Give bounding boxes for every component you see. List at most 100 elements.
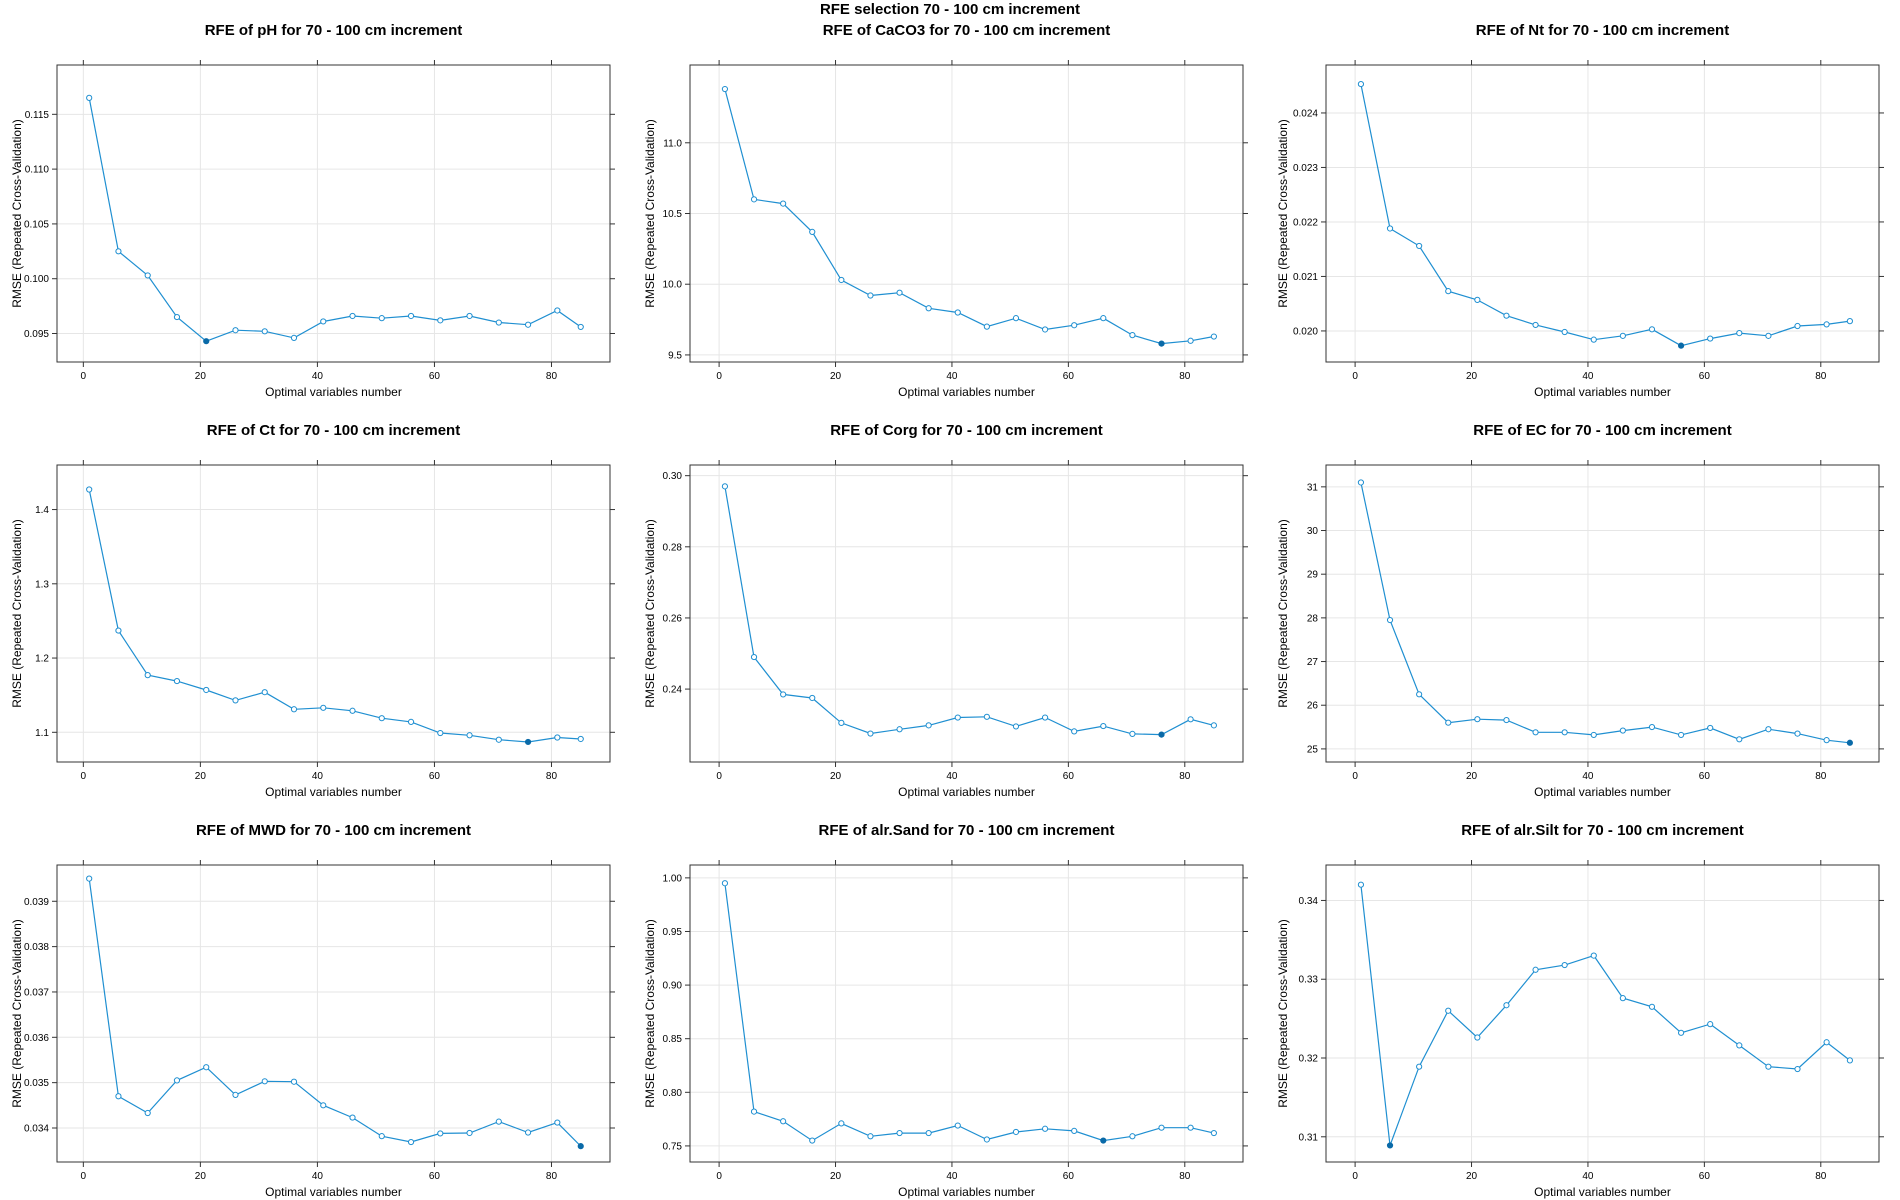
x-axis-label: Optimal variables number (898, 1185, 1035, 1199)
series-line (88, 97, 582, 342)
data-point (750, 196, 758, 203)
data-point (983, 323, 990, 330)
data-point (1794, 730, 1801, 737)
data-point (1445, 1007, 1452, 1014)
data-point (1100, 722, 1107, 730)
data-point (809, 228, 816, 235)
series-line (88, 489, 581, 743)
data-point (378, 715, 385, 722)
chart-svg: RFE of Corg for 70 - 100 cm increment 0 20… (643, 422, 1248, 799)
data-point (1619, 727, 1626, 734)
y-tick-label: 26 (1307, 701, 1319, 712)
y-tick-label: 0.24 (663, 685, 683, 696)
x-tick-label: 80 (1179, 371, 1191, 382)
data-point (320, 318, 327, 325)
data-point (320, 704, 327, 711)
data-point (1416, 691, 1423, 698)
data-point (466, 312, 473, 320)
data-point (1765, 1063, 1772, 1070)
best-point (1158, 731, 1165, 738)
chart-title: RFE of pH for 70 - 100 cm increment (205, 22, 463, 39)
x-tick-label: 20 (830, 771, 842, 782)
data-point (232, 327, 239, 334)
chart-svg: RFE of alr.Sand for 70 - 100 cm incremen… (643, 822, 1248, 1199)
x-tick-label: 0 (1352, 771, 1358, 782)
y-tick-label: 0.30 (663, 471, 683, 482)
data-point (1129, 332, 1136, 339)
main-title: RFE selection 70 - 100 cm increment (819, 1, 1081, 18)
y-tick-label: 0.85 (663, 1034, 683, 1045)
chart-panel-corg: RFE of Corg for 70 - 100 cm increment 0 20… (633, 400, 1266, 800)
data-point (232, 697, 239, 704)
y-tick-label: 31 (1307, 482, 1319, 493)
series-line (724, 486, 1215, 736)
data-point (925, 722, 932, 729)
y-tick-label: 10.0 (663, 280, 683, 291)
x-tick-label: 60 (429, 1171, 441, 1182)
y-tick-label: 0.039 (24, 897, 49, 908)
y-axis-label: RMSE (Repeated Cross-Validation) (1276, 119, 1290, 308)
best-point (1158, 340, 1165, 347)
data-point (1416, 1063, 1423, 1070)
chart-title: RFE of Nt for 70 - 100 cm increment (1476, 22, 1729, 39)
chart-title: RFE of Ct for 70 - 100 cm increment (207, 422, 460, 439)
data-point (1707, 335, 1714, 342)
data-point (867, 292, 874, 299)
data-point (896, 726, 903, 733)
data-point (1210, 722, 1217, 729)
series-line (88, 878, 582, 1147)
y-tick-label: 25 (1307, 744, 1319, 755)
x-axis-label: Optimal variables number (1534, 385, 1671, 399)
data-point (1561, 961, 1568, 969)
x-tick-label: 40 (1582, 371, 1594, 382)
data-point (1357, 479, 1365, 486)
data-point (780, 691, 787, 698)
y-tick-label: 0.038 (24, 942, 49, 953)
chart-svg: RFE of EC for 70 - 100 cm increment 0 20 40… (1276, 422, 1884, 799)
data-point (290, 1078, 298, 1085)
x-tick-label: 60 (1699, 771, 1711, 782)
x-tick-label: 60 (1063, 771, 1075, 782)
x-tick-label: 20 (195, 771, 207, 782)
data-point (115, 627, 122, 634)
data-point (1619, 332, 1626, 339)
x-tick-label: 20 (1466, 771, 1478, 782)
data-point (721, 880, 729, 887)
data-point (86, 875, 93, 882)
y-tick-label: 0.80 (663, 1088, 683, 1099)
y-tick-label: 0.035 (24, 1078, 49, 1089)
chart-panel-alr-sand: RFE of alr.Sand for 70 - 100 cm incremen… (633, 800, 1266, 1200)
data-point (1474, 716, 1481, 723)
data-point (203, 1064, 210, 1071)
data-point (86, 94, 93, 101)
series-line (1360, 83, 1850, 347)
data-point (407, 718, 415, 726)
y-tick-label: 1.3 (35, 579, 49, 590)
data-point (144, 672, 151, 679)
best-point (577, 1143, 584, 1150)
y-tick-label: 0.036 (24, 1033, 49, 1044)
data-point (809, 694, 816, 702)
data-point (1619, 995, 1626, 1002)
y-tick-label: 0.32 (1299, 1054, 1319, 1065)
x-tick-label: 40 (1582, 1171, 1594, 1182)
plot-frame (56, 864, 611, 1163)
y-axis-label: RMSE (Repeated Cross-Validation) (643, 519, 657, 708)
data-point (1187, 716, 1194, 723)
data-point (144, 272, 151, 279)
data-point (577, 735, 584, 743)
y-tick-label: 0.115 (25, 110, 50, 121)
x-tick-label: 0 (81, 1171, 87, 1182)
y-tick-label: 0.75 (663, 1141, 683, 1152)
y-tick-label: 27 (1307, 657, 1319, 668)
data-point (407, 312, 415, 320)
y-tick-label: 29 (1307, 570, 1319, 581)
data-point (1532, 321, 1539, 329)
data-point (466, 732, 473, 739)
plot-frame (1325, 864, 1880, 1163)
data-point (1846, 318, 1853, 325)
chart-svg: RFE of Nt for 70 - 100 cm increment 0 20 40… (1276, 22, 1884, 399)
best-point (1677, 342, 1685, 349)
data-point (1648, 723, 1656, 731)
data-point (1445, 288, 1452, 295)
